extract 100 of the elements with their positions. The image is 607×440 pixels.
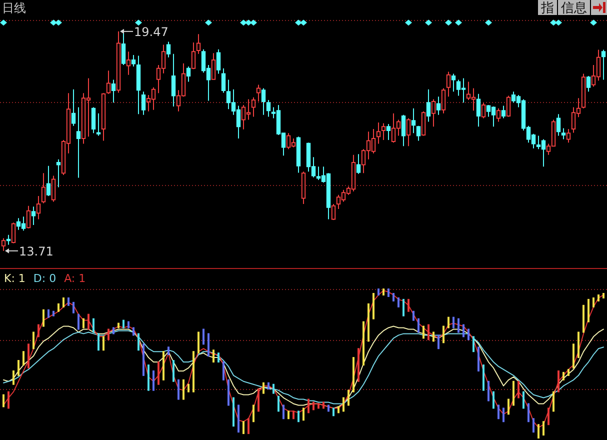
candlestick	[46, 165, 51, 196]
candlestick	[91, 106, 96, 134]
candlestick	[128, 321, 130, 328]
candlestick	[261, 88, 266, 116]
candlestick	[282, 404, 284, 420]
candlestick	[301, 171, 306, 204]
candlestick	[191, 42, 196, 70]
candlestick	[586, 76, 591, 92]
candlestick	[401, 114, 406, 147]
candlestick	[462, 324, 464, 338]
candlestick	[8, 391, 10, 409]
candlestick	[328, 404, 330, 412]
candlestick	[382, 288, 384, 296]
candlestick	[22, 351, 24, 366]
candlestick	[211, 52, 216, 80]
candlestick	[342, 397, 344, 412]
candlestick	[331, 204, 336, 220]
candlestick	[431, 98, 436, 128]
candlestick	[262, 382, 264, 394]
candlestick	[92, 318, 94, 333]
candlestick	[481, 102, 486, 119]
candlestick	[218, 352, 220, 363]
candlestick	[542, 421, 544, 436]
candlestick	[512, 380, 514, 406]
candlestick	[101, 92, 106, 142]
candlestick	[392, 292, 394, 302]
candlestick	[552, 391, 554, 412]
candlestick	[352, 357, 354, 392]
candlestick	[266, 100, 271, 118]
candlestick	[421, 110, 426, 136]
candlestick	[196, 34, 201, 54]
candlestick	[212, 350, 214, 363]
candlestick	[436, 96, 441, 116]
candlestick	[478, 346, 480, 372]
annotation: 13.71	[19, 244, 54, 258]
candlestick	[112, 327, 114, 334]
candlestick	[582, 304, 584, 333]
candlestick	[498, 404, 500, 420]
candlestick	[356, 154, 361, 174]
candlestick	[78, 314, 80, 330]
candlestick	[171, 53, 176, 107]
candlestick	[411, 108, 416, 134]
candlestick	[302, 408, 304, 421]
candlestick	[31, 206, 36, 226]
candlestick	[588, 298, 590, 322]
candlestick	[56, 158, 61, 188]
candlestick	[11, 222, 16, 244]
candlestick	[198, 332, 200, 354]
candlestick	[252, 404, 254, 422]
candlestick	[572, 344, 574, 368]
candlestick	[422, 326, 424, 339]
candlestick	[138, 333, 140, 351]
candlestick	[296, 136, 301, 174]
candlestick	[242, 421, 244, 434]
candlestick	[182, 379, 184, 400]
candlestick	[76, 106, 81, 178]
candlestick	[556, 114, 561, 136]
candlestick	[482, 364, 484, 391]
annotation: 19.47	[134, 24, 168, 39]
candlestick	[386, 124, 391, 140]
candlestick	[601, 49, 606, 80]
candlestick	[578, 332, 580, 358]
candlestick	[68, 297, 70, 306]
candlestick	[451, 73, 456, 92]
candlestick	[162, 351, 164, 380]
candlestick	[548, 408, 550, 426]
candlestick	[438, 334, 440, 350]
candlestick	[558, 370, 560, 392]
candlestick	[251, 96, 256, 118]
candlestick	[82, 318, 84, 328]
series-label: A: 1	[64, 272, 86, 285]
candlestick	[412, 310, 414, 321]
text: 指	[540, 1, 554, 16]
candlestick	[476, 93, 481, 128]
candlestick	[188, 384, 190, 392]
candlestick	[458, 318, 460, 333]
candlestick	[561, 128, 566, 140]
candlestick	[71, 88, 76, 126]
candlestick	[468, 328, 470, 340]
candlestick	[278, 396, 280, 412]
candlestick	[332, 408, 334, 416]
candlestick	[532, 418, 534, 433]
candlestick	[256, 84, 261, 102]
candlestick	[238, 404, 240, 433]
candlestick	[292, 410, 294, 420]
candlestick	[96, 112, 101, 136]
candlestick	[208, 333, 210, 357]
text: K: 1	[4, 272, 26, 285]
candlestick	[131, 54, 136, 67]
candlestick	[142, 344, 144, 376]
candlestick	[592, 297, 594, 308]
candlestick	[221, 68, 226, 94]
candlestick	[308, 398, 310, 414]
candlestick	[216, 48, 221, 74]
candlestick	[108, 328, 110, 340]
candlestick	[136, 55, 141, 115]
candlestick	[528, 403, 530, 422]
candlestick	[518, 380, 520, 398]
candlestick	[338, 406, 340, 414]
candlestick	[502, 408, 504, 422]
